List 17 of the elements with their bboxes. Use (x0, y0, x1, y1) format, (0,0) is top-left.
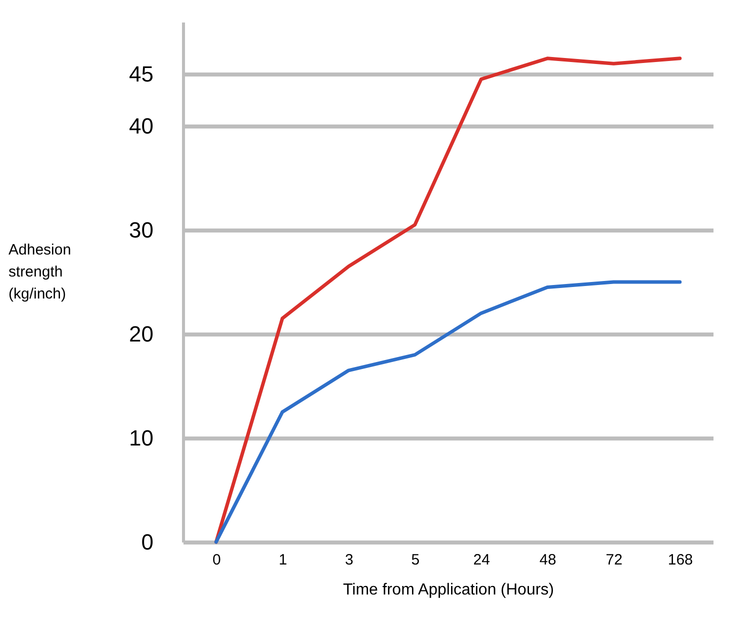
x-tick-label: 24 (473, 552, 490, 568)
x-tick-label: 0 (212, 552, 221, 568)
y-tick-label: 20 (129, 322, 154, 346)
y-tick-label: 30 (129, 218, 154, 242)
y-axis-title: Adhesion strength (kg/inch) (8, 242, 72, 302)
x-tick-label: 3 (344, 552, 354, 568)
y-tick-label: 40 (129, 114, 154, 138)
y-tick-label: 10 (129, 426, 154, 450)
x-tick-label: 48 (540, 552, 556, 568)
x-tick-label: 1 (278, 552, 288, 568)
y-tick-label: 45 (129, 62, 154, 86)
x-tick-label: 72 (606, 552, 622, 568)
line-series (214, 280, 682, 544)
x-axis-title: Time from Application (Hours) (342, 582, 554, 598)
line-series (214, 56, 682, 544)
x-tick-label: 168 (668, 552, 693, 568)
x-tick-label: 5 (411, 552, 420, 568)
